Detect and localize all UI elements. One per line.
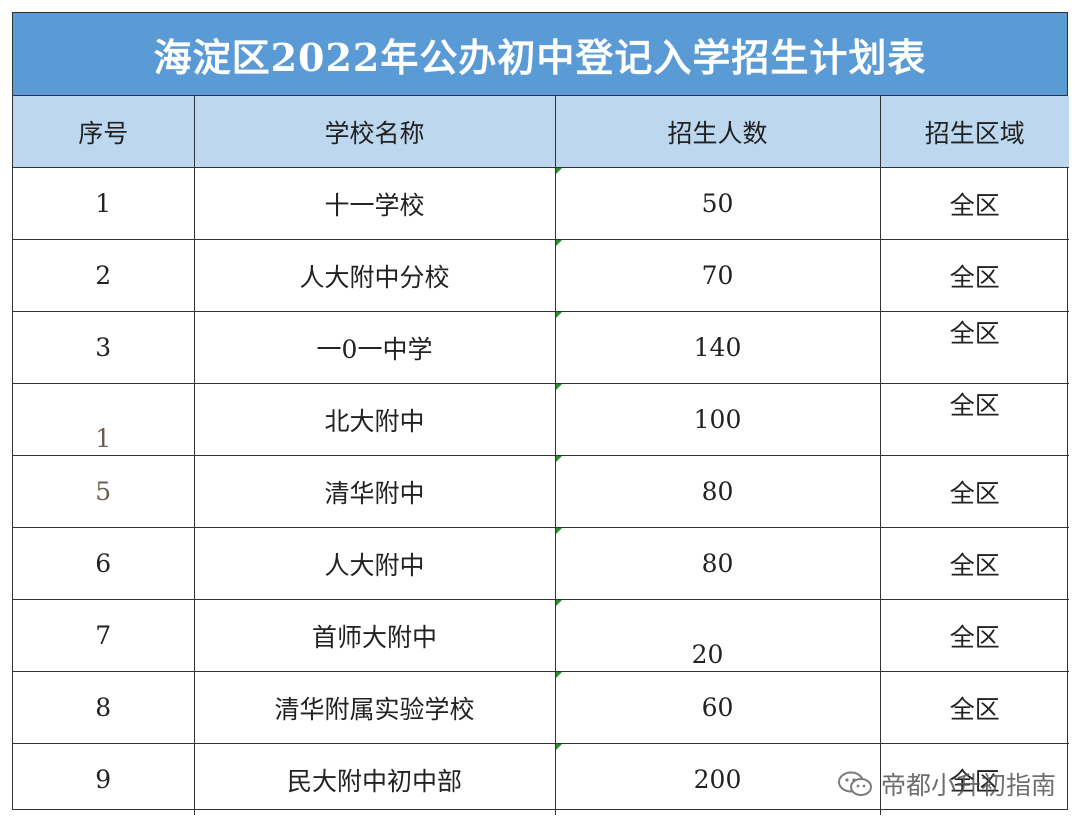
cell-marker-icon (555, 744, 562, 750)
cell-count: 70 (554, 239, 881, 312)
count-value: 70 (701, 261, 734, 290)
table-row: 7 首师大附中 20 全区 (13, 599, 1069, 672)
cell-school: 清华附中 (193, 455, 556, 528)
cell-marker-icon (555, 456, 562, 462)
cell-serial: 3 (13, 311, 195, 384)
cell-count: 100 (554, 383, 881, 456)
table-title: 海淀区2022年公办初中登记入学招生计划表 (13, 13, 1067, 96)
count-value: 60 (701, 693, 734, 722)
cell-serial: 2 (13, 239, 195, 312)
serial-value: 1 (95, 424, 112, 453)
watermark: 帝都小升初指南 (837, 766, 1056, 802)
cell-serial: 1 (13, 383, 195, 456)
count-value: 50 (701, 189, 734, 218)
cell-serial: 7 (13, 599, 195, 672)
header-serial: 序号 (13, 96, 195, 168)
cell-marker-icon (555, 312, 562, 318)
cell-marker-icon (555, 600, 562, 606)
serial-value: 5 (95, 477, 112, 506)
count-value: 20 (691, 640, 724, 669)
table-row: 1 十一学校 50 全区 (13, 167, 1069, 240)
table-row: 1 北大附中 100 全区 (13, 383, 1069, 456)
watermark-text: 帝都小升初指南 (880, 771, 1056, 800)
cell-marker-icon (555, 168, 562, 174)
cell-serial: 1 (13, 167, 195, 240)
count-value: 80 (701, 549, 734, 578)
enrollment-table-sheet: 海淀区2022年公办初中登记入学招生计划表 序号 学校名称 招生人数 招生区域 … (12, 12, 1069, 815)
cell-school: 清华附属实验学校 (193, 671, 556, 744)
cell-area: 全区 (879, 743, 1069, 815)
cell-serial: 5 (13, 455, 195, 528)
count-value: 80 (701, 477, 734, 506)
cell-count: 80 (554, 455, 881, 528)
count-value: 100 (693, 405, 742, 434)
cell-area: 全区 (879, 527, 1069, 600)
wechat-icon (837, 771, 872, 796)
cell-marker-icon (555, 672, 562, 678)
cell-area: 全区 (879, 239, 1069, 312)
header-school-name: 学校名称 (193, 96, 556, 168)
header-enrollment-area: 招生区域 (879, 96, 1069, 168)
enrollment-table: 序号 学校名称 招生人数 招生区域 1 十一学校 50 全区 2 人大附中分校 … (13, 96, 1069, 815)
cell-school: 十一学校 (193, 167, 556, 240)
cell-serial: 6 (13, 527, 195, 600)
table-row: 8 清华附属实验学校 60 全区 (13, 671, 1069, 744)
header-enrollment-count: 招生人数 (554, 96, 881, 168)
header-row: 序号 学校名称 招生人数 招生区域 (13, 96, 1069, 168)
cell-area: 全区 (879, 383, 1069, 456)
count-value: 140 (693, 333, 742, 362)
cell-serial: 9 (13, 743, 195, 815)
table-row: 6 人大附中 80 全区 (13, 527, 1069, 600)
cell-area: 全区 (879, 311, 1069, 384)
cell-area: 全区 (879, 167, 1069, 240)
cell-count: 50 (554, 167, 881, 240)
cell-marker-icon (555, 384, 562, 390)
area-value: 全区 (949, 391, 1000, 420)
cell-count: 80 (554, 527, 881, 600)
cell-school: 人大附中分校 (193, 239, 556, 312)
cell-marker-icon (555, 240, 562, 246)
cell-count: 20 (554, 599, 881, 672)
cell-school: 民大附中初中部 (193, 743, 556, 815)
cell-school: 北大附中 (193, 383, 556, 456)
cell-area: 全区 (879, 599, 1069, 672)
cell-area: 全区 (879, 671, 1069, 744)
cell-serial: 8 (13, 671, 195, 744)
table-row: 3 一0一中学 140 全区 (13, 311, 1069, 384)
table-row: 9 民大附中初中部 200 全区 (13, 743, 1069, 815)
cell-school: 人大附中 (193, 527, 556, 600)
cell-marker-icon (555, 528, 562, 534)
cell-count: 200 (554, 743, 881, 815)
cell-count: 140 (554, 311, 881, 384)
area-value: 全区 (949, 319, 1000, 348)
cell-count: 60 (554, 671, 881, 744)
cell-area: 全区 (879, 455, 1069, 528)
count-value: 200 (693, 765, 742, 794)
table-row: 2 人大附中分校 70 全区 (13, 239, 1069, 312)
cell-school: 首师大附中 (193, 599, 556, 672)
cell-school: 一0一中学 (193, 311, 556, 384)
table-row: 5 清华附中 80 全区 (13, 455, 1069, 528)
